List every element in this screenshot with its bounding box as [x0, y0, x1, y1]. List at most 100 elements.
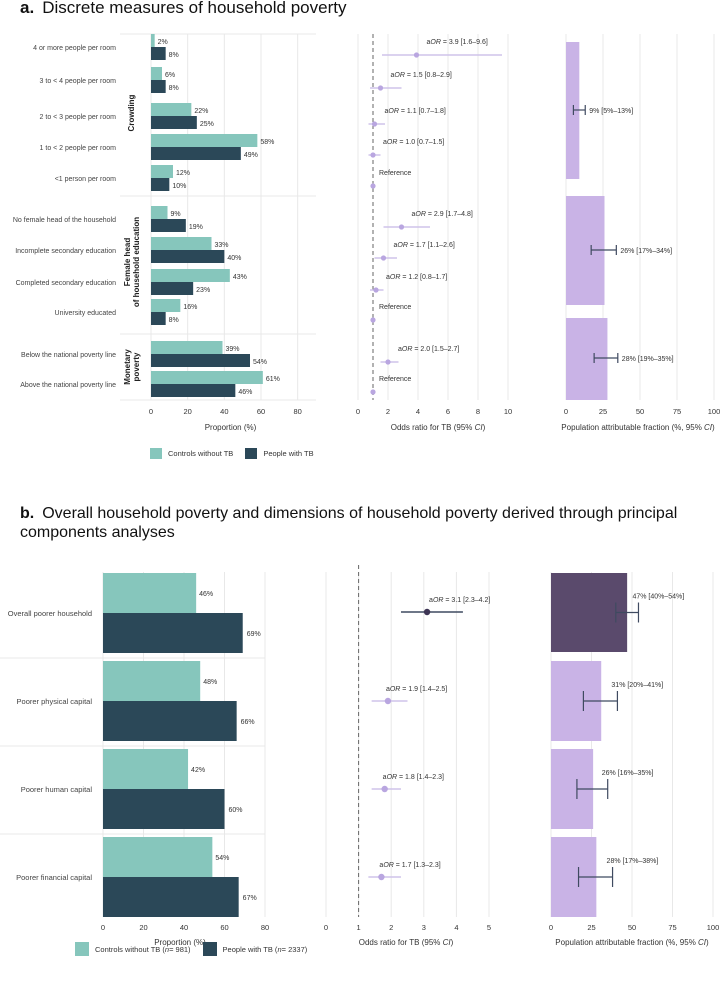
tick-label-a-or: 0 [356, 407, 360, 416]
bar-paf-a [566, 318, 608, 400]
data-label-controls: 43% [233, 274, 247, 281]
data-label-cases: 23% [196, 287, 210, 294]
category-label: <1 person per room [55, 176, 116, 183]
tick-label-b-prop: 0 [101, 923, 105, 932]
bar-controls [151, 269, 230, 282]
legend-b-cases-pre: People with TB ( [222, 944, 278, 954]
bar-cases [151, 354, 250, 367]
point-a-or [370, 183, 376, 189]
or-label-a: Reference [379, 376, 411, 383]
legend-b-controls-n: n [164, 944, 170, 954]
paf-label-b: 26% [16%–35%] [602, 770, 654, 777]
point-a-or [398, 224, 405, 230]
data-label-controls: 16% [183, 304, 197, 311]
tick-label-b-paf: 50 [628, 923, 636, 932]
category-label: University educated [55, 310, 117, 317]
bar-paf-a [566, 42, 580, 179]
bar-cases [151, 147, 241, 160]
legend-a-cases-swatch [245, 448, 258, 459]
tick-label-b-or: 4 [454, 923, 458, 932]
bar-cases [151, 312, 166, 325]
category-label: 4 or more people per room [33, 45, 116, 52]
tick-label-b-or: 3 [422, 923, 426, 932]
category-label: Above the national poverty line [20, 382, 116, 389]
tick-label-a-paf: 0 [564, 407, 568, 416]
category-label-b: Overall poorer household [8, 609, 92, 618]
or-label-b: aOR = 1.8 [1.4–2.3] [383, 774, 444, 781]
tick-label-a-or: 8 [476, 407, 480, 416]
bar-controls [151, 103, 192, 116]
category-label: Completed secondary education [16, 280, 117, 287]
bar-controls [151, 371, 263, 384]
bar-controls [151, 237, 212, 250]
data-label-cases: 19% [189, 224, 203, 231]
axis-label-a-or: Odds ratio for TB (95% CI) [391, 423, 486, 432]
tick-label-b-or: 0 [324, 923, 328, 932]
bar-cases [151, 282, 194, 295]
point-a-or [380, 255, 387, 261]
panel-a-letter: a. [20, 0, 35, 17]
or-label-b: aOR = 3.1 [2.3–4.2] [429, 597, 490, 604]
tick-label-b-or: 2 [389, 923, 393, 932]
bar-controls-b [103, 661, 201, 701]
data-label-cases: 8% [169, 52, 179, 59]
legend-a-cases-label: People with TB [263, 449, 314, 458]
data-label-cases: 46% [238, 389, 252, 396]
category-label: Incomplete secondary education [15, 248, 116, 255]
legend-b-controls: Controls without TB (n = 981) [75, 942, 191, 956]
legend-b-cases-swatch [202, 942, 217, 956]
category-label: 2 to < 3 people per room [40, 114, 117, 121]
bar-controls [151, 299, 181, 312]
bar-controls [151, 34, 155, 47]
legend-a-cases: People with TB [245, 448, 314, 459]
bar-cases [151, 116, 197, 129]
axis-label-a-prop: Proportion (%) [205, 423, 257, 432]
panel-a-title: a. Discrete measures of household poverty [20, 0, 346, 18]
point-a-or [371, 121, 378, 127]
bar-cases-b [103, 613, 243, 653]
legend-a-controls-swatch [150, 448, 162, 459]
bar-controls-b [103, 573, 197, 613]
bar-cases [151, 80, 166, 93]
bar-paf-b [551, 573, 628, 652]
tick-label-a-or: 4 [416, 407, 420, 416]
tick-label-b-or: 1 [357, 923, 361, 932]
paf-label-a: 26% [17%–34%] [620, 248, 672, 255]
point-b-or [378, 873, 385, 881]
category-label: 1 to < 2 people per room [40, 145, 117, 152]
data-label-controls: 22% [194, 108, 208, 115]
bar-controls-b [103, 749, 189, 789]
data-label-controls: 2% [158, 39, 168, 46]
panel-b-title: b. Overall household poverty and dimensio… [20, 504, 710, 542]
data-label-controls-b: 48% [203, 679, 217, 686]
paf-label-a: 9% [5%–13%] [589, 108, 633, 115]
data-label-cases-b: 60% [229, 807, 243, 814]
legend-b-controls-post: = 981) [169, 944, 191, 954]
tick-label-b-paf: 0 [549, 923, 553, 932]
point-a-or [377, 85, 384, 91]
bar-cases [151, 178, 170, 191]
group-label: Crowding [127, 94, 136, 131]
tick-label-a-prop: 0 [149, 407, 153, 416]
panel-a-title-text: Discrete measures of household poverty [42, 0, 347, 17]
data-label-controls-b: 42% [191, 767, 205, 774]
tick-label-b-prop: 60 [220, 923, 228, 932]
data-label-controls-b: 54% [215, 855, 229, 862]
tick-label-a-or: 6 [446, 407, 450, 416]
data-label-controls: 39% [226, 346, 240, 353]
axis-label-b-paf: Population attributable fraction (%, 95%… [555, 938, 709, 947]
bar-controls [151, 206, 168, 219]
data-label-controls: 9% [171, 211, 181, 218]
or-label-a: aOR = 1.7 [1.1–2.6] [394, 242, 455, 249]
legend-b-cases-n: n [277, 944, 282, 954]
tick-label-a-paf: 25 [599, 407, 607, 416]
bar-controls [151, 134, 258, 147]
tick-label-b-paf: 100 [707, 923, 720, 932]
or-label-a: aOR = 2.9 [1.7–4.8] [412, 211, 473, 218]
or-label-a: Reference [379, 170, 411, 177]
point-a-or [385, 359, 391, 365]
or-label-a: aOR = 1.5 [0.8–2.9] [391, 72, 452, 79]
bar-controls [151, 165, 173, 178]
group-label: of household education [132, 217, 141, 307]
